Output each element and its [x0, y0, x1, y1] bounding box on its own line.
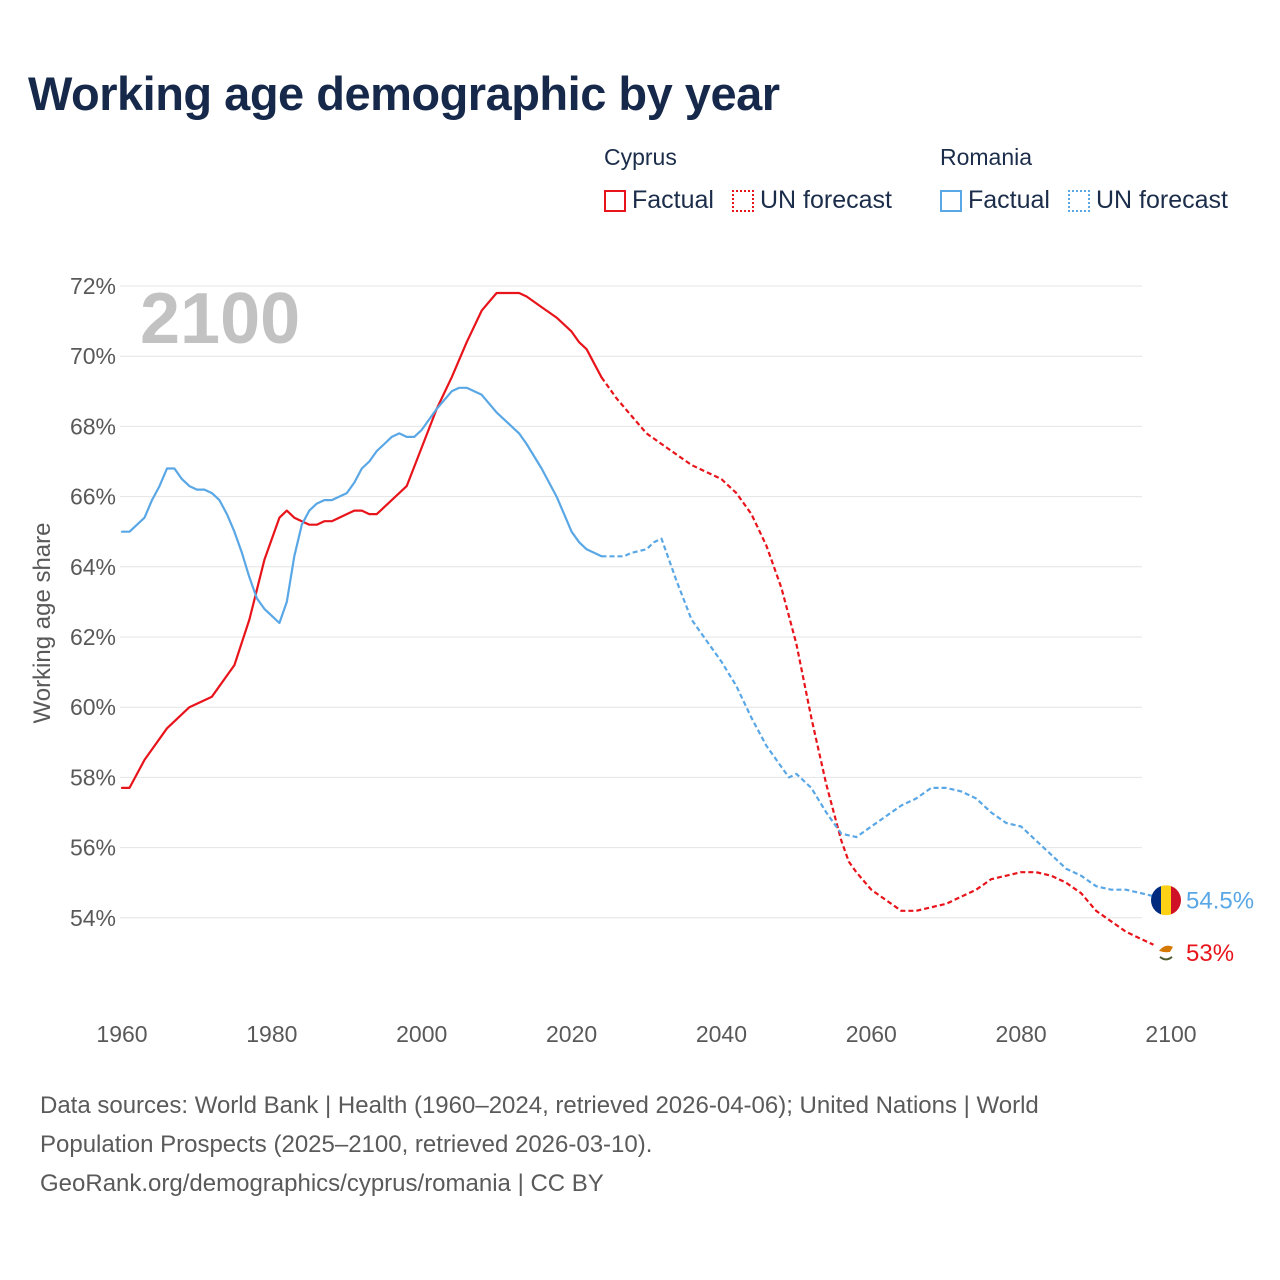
legend-item-cyprus-factual[interactable]: Factual: [604, 186, 714, 215]
x-tick-label: 2020: [546, 1021, 597, 1047]
y-tick-label: 58%: [70, 764, 116, 790]
series-line-romania-forecast: [601, 537, 1172, 902]
x-tick-label: 1980: [246, 1021, 297, 1047]
legend-swatch-solid-icon: [940, 189, 962, 212]
y-tick-label: 62%: [70, 624, 116, 650]
y-axis-label: Working age share: [29, 523, 56, 724]
y-tick-label: 70%: [70, 343, 116, 369]
footer-attribution: GeoRank.org/demographics/cyprus/romania …: [40, 1170, 604, 1197]
cyprus-flag-icon: [1151, 937, 1181, 968]
page-title: Working age demographic by year: [28, 67, 780, 120]
x-tick-label: 2080: [996, 1021, 1047, 1047]
end-label-romania: 54.5%: [1186, 887, 1254, 914]
legend-country-romania: Romania: [940, 144, 1033, 170]
legend-label: Factual: [968, 186, 1050, 214]
legend-item-cyprus-forecast[interactable]: UN forecast: [731, 186, 892, 215]
footer-sources-line1: Data sources: World Bank | Health (1960–…: [40, 1092, 1039, 1119]
line-chart: 2100 Working age share 54% 56% 58% 60% 62% 64…: [29, 273, 1254, 1047]
legend-label: UN forecast: [759, 186, 892, 214]
y-tick-label: 60%: [70, 694, 116, 720]
year-watermark: 2100: [140, 279, 300, 359]
legend-swatch-dotted-icon: [1067, 189, 1090, 212]
y-tick-label: 66%: [70, 484, 116, 510]
y-tick-label: 68%: [70, 413, 116, 439]
legend-group-cyprus: Cyprus Factual UN forecast: [604, 144, 892, 215]
legend-group-romania: Romania Factual UN forecast: [940, 144, 1228, 215]
y-tick-label: 72%: [70, 273, 116, 299]
legend-country-cyprus: Cyprus: [604, 144, 677, 170]
series-line-cyprus-factual: [120, 291, 603, 790]
legend-item-romania-factual[interactable]: Factual: [940, 186, 1050, 215]
legend-swatch-solid-icon: [604, 189, 626, 212]
x-tick-label: 2060: [846, 1021, 897, 1047]
x-tick-label: 2000: [396, 1021, 447, 1047]
y-tick-label: 56%: [70, 835, 116, 861]
legend-swatch-dotted-icon: [731, 189, 754, 212]
legend-label: UN forecast: [1095, 186, 1228, 214]
series-line-romania-factual: [120, 386, 603, 625]
series-line-cyprus-forecast: [600, 376, 1172, 954]
footer: Data sources: World Bank | Health (1960–…: [40, 1086, 1160, 1203]
footer-sources-line2: Population Prospects (2025–2100, retriev…: [40, 1131, 653, 1158]
legend-label: Factual: [632, 186, 714, 214]
y-tick-label: 64%: [70, 554, 116, 580]
x-tick-label: 2100: [1145, 1021, 1196, 1047]
x-tick-label: 1960: [96, 1021, 147, 1047]
y-tick-label: 54%: [70, 905, 116, 931]
legend-item-romania-forecast[interactable]: UN forecast: [1067, 186, 1228, 215]
end-label-cyprus: 53%: [1186, 940, 1234, 967]
romania-flag-icon: [1151, 885, 1181, 916]
x-tick-label: 2040: [696, 1021, 747, 1047]
